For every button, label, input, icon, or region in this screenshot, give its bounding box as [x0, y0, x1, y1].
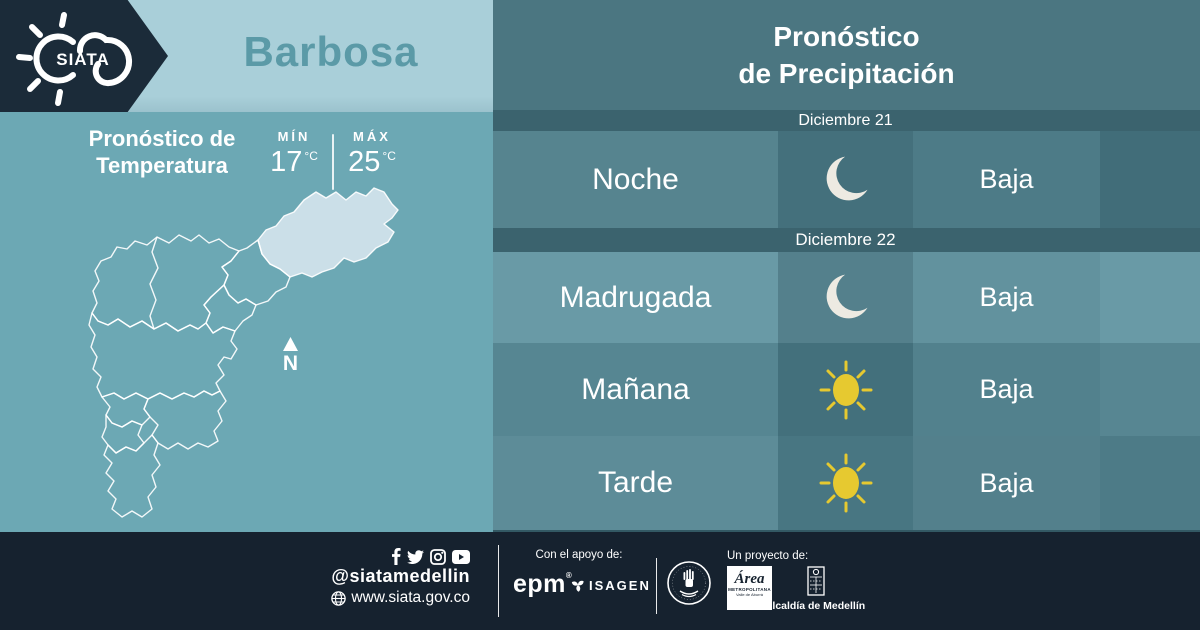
siata-logo: SIATA: [16, 12, 132, 106]
footer-bar: @siatamedellin www.siata.gov.co Con el a…: [0, 532, 1200, 630]
precipitation-panel: Pronóstico de Precipitación Diciembre 21…: [493, 0, 1200, 532]
date-label: Diciembre 21: [798, 112, 893, 129]
support-label: Con el apoyo de:: [535, 549, 623, 561]
date-band: Diciembre 22: [493, 228, 1200, 252]
map-region: [101, 414, 145, 454]
map-region: [88, 312, 238, 400]
precipitation-title: Pronóstico de Precipitación: [738, 21, 955, 89]
globe-icon: [331, 590, 347, 606]
siata-logo-text: SIATA: [56, 50, 109, 69]
period-label: Madrugada: [559, 280, 712, 314]
level-label: Baja: [979, 282, 1034, 312]
website: www.siata.gov.co: [310, 589, 470, 607]
area-metropolitana-logo: Área METROPOLITANA Valle de Aburrá: [727, 566, 772, 610]
temperature-title: Pronóstico de Temperatura: [88, 126, 236, 178]
instagram-icon: [430, 548, 446, 565]
period-label: Noche: [592, 162, 679, 196]
min-label: MÍN: [277, 129, 311, 144]
sun-arc-icon: [33, 33, 76, 84]
sun-ray-icon: [29, 24, 43, 38]
level-label: Baja: [979, 374, 1034, 404]
sun-ray-icon: [27, 78, 41, 92]
max-value: 25: [348, 146, 381, 178]
max-label: MÁX: [353, 129, 391, 144]
map-region: [101, 392, 151, 428]
isagen-logo: ISAGEN: [570, 577, 651, 593]
period-label: Mañana: [581, 372, 690, 406]
map-region-border: [149, 236, 159, 330]
weather-icon-cell: [778, 436, 913, 530]
map-region: [103, 434, 161, 518]
period-label: Tarde: [597, 466, 674, 499]
forecast-row-manana: Mañana Baja: [493, 343, 1200, 436]
panel-bottom-strip: [493, 530, 1200, 532]
compass: N: [283, 337, 298, 375]
alcaldia-crest-icon: [807, 566, 825, 596]
forecast-row-tarde: Tarde Baja: [493, 436, 1200, 530]
max-unit: °C: [382, 149, 396, 163]
sun-icon: [819, 360, 872, 419]
min-temperature: MÍN 17 °C: [258, 129, 330, 177]
moon-icon: [826, 156, 867, 200]
weather-icon-cell: [778, 131, 913, 228]
isagen-icon: [571, 580, 584, 592]
aburra-valley-map: N: [88, 187, 399, 518]
page-title: Barbosa: [243, 28, 419, 75]
moon-icon: [826, 274, 867, 318]
level-label: Baja: [979, 164, 1034, 194]
sun-ray-icon: [59, 12, 67, 28]
compass-arrow-icon: [283, 337, 298, 351]
footer-divider: [656, 558, 657, 614]
map-region: [91, 234, 240, 332]
map-region: [203, 284, 257, 334]
max-temperature: MÁX 25 °C: [336, 129, 408, 177]
sun-icon: [819, 453, 872, 513]
footer-divider: [498, 545, 499, 617]
social-handle: @siatamedellin: [331, 566, 470, 586]
map-region: [143, 390, 227, 450]
minmax-divider: [332, 134, 334, 190]
level-label: Baja: [979, 467, 1034, 498]
medellin-seal-icon: [667, 561, 711, 605]
social-icons: [330, 548, 470, 565]
temperature-map-panel: Pronóstico de Temperatura MÍN 17 °C MÁX …: [0, 112, 493, 532]
header-band: Barbosa SIATA: [0, 0, 493, 112]
date-band: Diciembre 21: [493, 110, 1200, 131]
sun-ray-icon: [55, 89, 63, 106]
sun-ray-icon: [16, 54, 33, 61]
cloud-icon: [77, 32, 132, 87]
min-value: 17: [270, 146, 303, 178]
youtube-icon: [452, 549, 470, 564]
project-label: Un proyecto de:: [727, 550, 809, 562]
precipitation-header: Pronóstico de Precipitación: [493, 0, 1200, 110]
facebook-icon: [392, 548, 401, 565]
forecast-row-noche: Noche Baja: [493, 131, 1200, 228]
forecast-row-madrugada: Madrugada Baja: [493, 252, 1200, 343]
weather-icon-cell: [778, 343, 913, 436]
weather-icon-cell: [778, 252, 913, 343]
min-unit: °C: [304, 149, 318, 163]
epm-logo: epm®: [513, 570, 573, 598]
alcaldia-label: Alcaldía de Medellín: [764, 600, 866, 612]
map-region-highlighted: [257, 187, 399, 278]
twitter-icon: [407, 549, 424, 564]
compass-label: N: [283, 352, 298, 375]
date-label: Diciembre 22: [795, 230, 896, 249]
website-url: www.siata.gov.co: [351, 589, 470, 606]
